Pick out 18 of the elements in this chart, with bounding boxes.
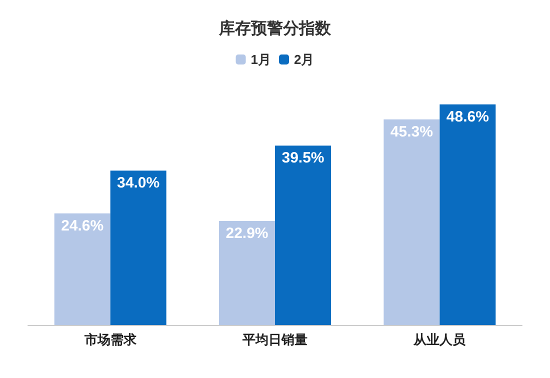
data-label: 48.6% — [446, 108, 489, 126]
bar — [384, 119, 440, 325]
data-label: 45.3% — [390, 123, 433, 140]
chart-title: 库存预警分指数 — [218, 20, 332, 38]
x-tick-label: 从业人员 — [412, 332, 467, 347]
data-label: 24.6% — [61, 217, 104, 234]
data-label: 22.9% — [226, 225, 268, 242]
bar — [54, 213, 110, 325]
x-tick-label: 平均日销量 — [242, 332, 308, 347]
bar — [440, 104, 496, 325]
bar — [110, 170, 166, 325]
legend-label: 1月 — [250, 52, 272, 67]
bar — [219, 221, 275, 325]
legend-label: 2月 — [294, 52, 314, 67]
bar — [275, 146, 331, 325]
data-label: 34.0% — [117, 174, 160, 192]
data-label: 39.5% — [282, 150, 324, 167]
x-tick-label: 市场需求 — [83, 332, 138, 347]
